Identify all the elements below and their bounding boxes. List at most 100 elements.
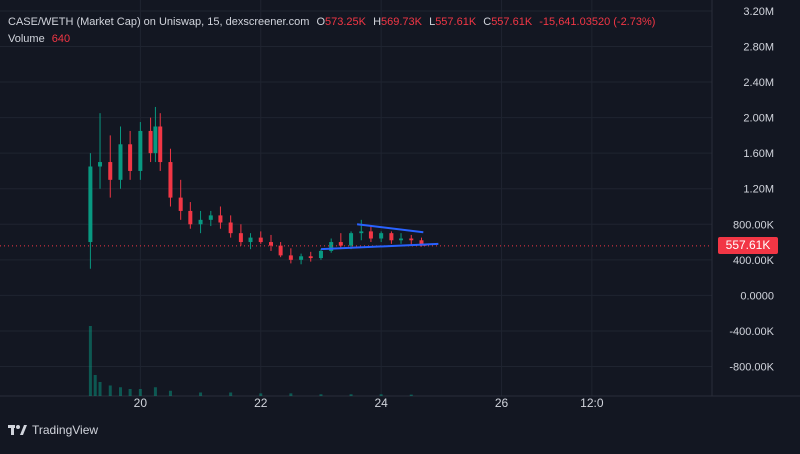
x-axis[interactable]: 20 22 24 26 12:0 bbox=[134, 396, 604, 410]
candle bbox=[178, 179, 183, 220]
candle bbox=[188, 202, 193, 229]
candle bbox=[399, 233, 404, 244]
volume-bar bbox=[138, 389, 142, 396]
candle-body bbox=[88, 166, 93, 243]
open-value: 573.25K bbox=[325, 16, 366, 28]
candle-body bbox=[338, 242, 343, 246]
volume-label: Volume bbox=[8, 33, 45, 45]
candle bbox=[238, 224, 243, 246]
candle bbox=[218, 206, 223, 229]
candle-body bbox=[299, 256, 304, 260]
candle-body bbox=[409, 238, 414, 241]
candle-body bbox=[218, 215, 223, 223]
y-tick-label: 2.40M bbox=[743, 77, 774, 89]
high-key: H bbox=[373, 16, 382, 28]
tradingview-logo[interactable]: TradingView bbox=[8, 423, 98, 437]
candle bbox=[228, 215, 233, 238]
candle-body bbox=[389, 233, 394, 241]
symbol-title: CASE/WETH (Market Cap) on Uniswap, 15, d… bbox=[8, 16, 310, 28]
candle-body bbox=[308, 256, 313, 259]
y-axis[interactable]: 3.20M 2.80M 2.40M 2.00M 1.60M 1.20M 800.00K 400… bbox=[729, 6, 774, 374]
volume-bar bbox=[153, 387, 157, 396]
y-tick-label: 400.00K bbox=[733, 255, 775, 267]
volume-bar bbox=[319, 394, 323, 396]
y-tick-label: 2.00M bbox=[743, 113, 774, 125]
volume-series bbox=[88, 326, 413, 396]
close-key: C bbox=[483, 16, 492, 28]
volume-bar bbox=[118, 387, 122, 396]
volume-bar bbox=[199, 392, 203, 396]
x-tick-label: 24 bbox=[374, 396, 388, 410]
brand-name: TradingView bbox=[32, 423, 99, 437]
volume-bar bbox=[379, 394, 383, 396]
y-tick-label: 800.00K bbox=[733, 219, 775, 231]
x-tick-label: 26 bbox=[495, 396, 509, 410]
y-tick-label: 3.20M bbox=[743, 6, 774, 18]
candle-body bbox=[349, 233, 354, 246]
candle bbox=[329, 238, 334, 253]
y-tick-label: 0.0000 bbox=[740, 290, 774, 302]
candle bbox=[299, 253, 304, 265]
candle-body bbox=[208, 215, 213, 220]
grid bbox=[0, 0, 800, 397]
volume-bar bbox=[98, 382, 102, 396]
x-tick-label: 20 bbox=[134, 396, 148, 410]
candle bbox=[349, 231, 354, 250]
candle bbox=[379, 231, 384, 243]
volume-bar bbox=[229, 392, 233, 396]
candle-series bbox=[88, 106, 427, 269]
candle bbox=[248, 233, 253, 250]
candle-body bbox=[248, 237, 253, 243]
y-tick-label: -400.00K bbox=[729, 326, 774, 338]
candle bbox=[138, 122, 143, 180]
low-key: L bbox=[429, 16, 436, 28]
candle-body bbox=[379, 233, 384, 239]
candle-body bbox=[153, 126, 158, 154]
y-tick-label: 1.20M bbox=[743, 184, 774, 196]
close-value: 557.61K bbox=[491, 16, 533, 28]
candle bbox=[168, 148, 173, 207]
candle bbox=[88, 153, 93, 269]
y-tick-label: 1.60M bbox=[743, 148, 774, 160]
candle bbox=[108, 135, 113, 198]
candle-body bbox=[288, 255, 293, 260]
x-tick-label: 12:0 bbox=[580, 396, 604, 410]
volume-bar bbox=[289, 393, 293, 396]
candle-body bbox=[419, 240, 424, 245]
candle-body bbox=[148, 130, 153, 154]
x-tick-label: 22 bbox=[254, 396, 268, 410]
candle bbox=[389, 231, 394, 244]
high-value: 569.73K bbox=[381, 16, 422, 28]
open-key: O bbox=[316, 16, 326, 28]
candle bbox=[153, 106, 158, 163]
volume-bar bbox=[88, 326, 92, 396]
volume-value: 640 bbox=[51, 33, 71, 45]
tradingview-logo-icon bbox=[8, 425, 27, 435]
candle-body bbox=[118, 144, 123, 180]
candle-body bbox=[188, 210, 193, 225]
candle bbox=[338, 233, 343, 250]
candle bbox=[409, 234, 414, 246]
candle bbox=[198, 210, 203, 234]
volume-bar bbox=[349, 394, 353, 396]
current-price-badge: 557.61K bbox=[718, 237, 778, 254]
triangle-drawing[interactable] bbox=[320, 223, 439, 251]
candle-body bbox=[128, 144, 133, 171]
candle-body bbox=[138, 130, 143, 171]
volume-bar bbox=[93, 375, 97, 396]
volume-bar bbox=[128, 389, 132, 396]
candle-body bbox=[158, 126, 163, 163]
candle bbox=[118, 126, 123, 189]
candle bbox=[288, 248, 293, 264]
candle-body bbox=[168, 162, 173, 198]
chart-legend: CASE/WETH (Market Cap) on Uniswap, 15, d… bbox=[8, 14, 655, 48]
y-tick-label: -800.00K bbox=[729, 362, 774, 374]
candle bbox=[208, 210, 213, 227]
candle-body bbox=[228, 222, 233, 234]
candle-body bbox=[278, 245, 283, 256]
candle bbox=[158, 113, 163, 171]
low-value: 557.61K bbox=[435, 16, 477, 28]
candle bbox=[148, 117, 153, 163]
